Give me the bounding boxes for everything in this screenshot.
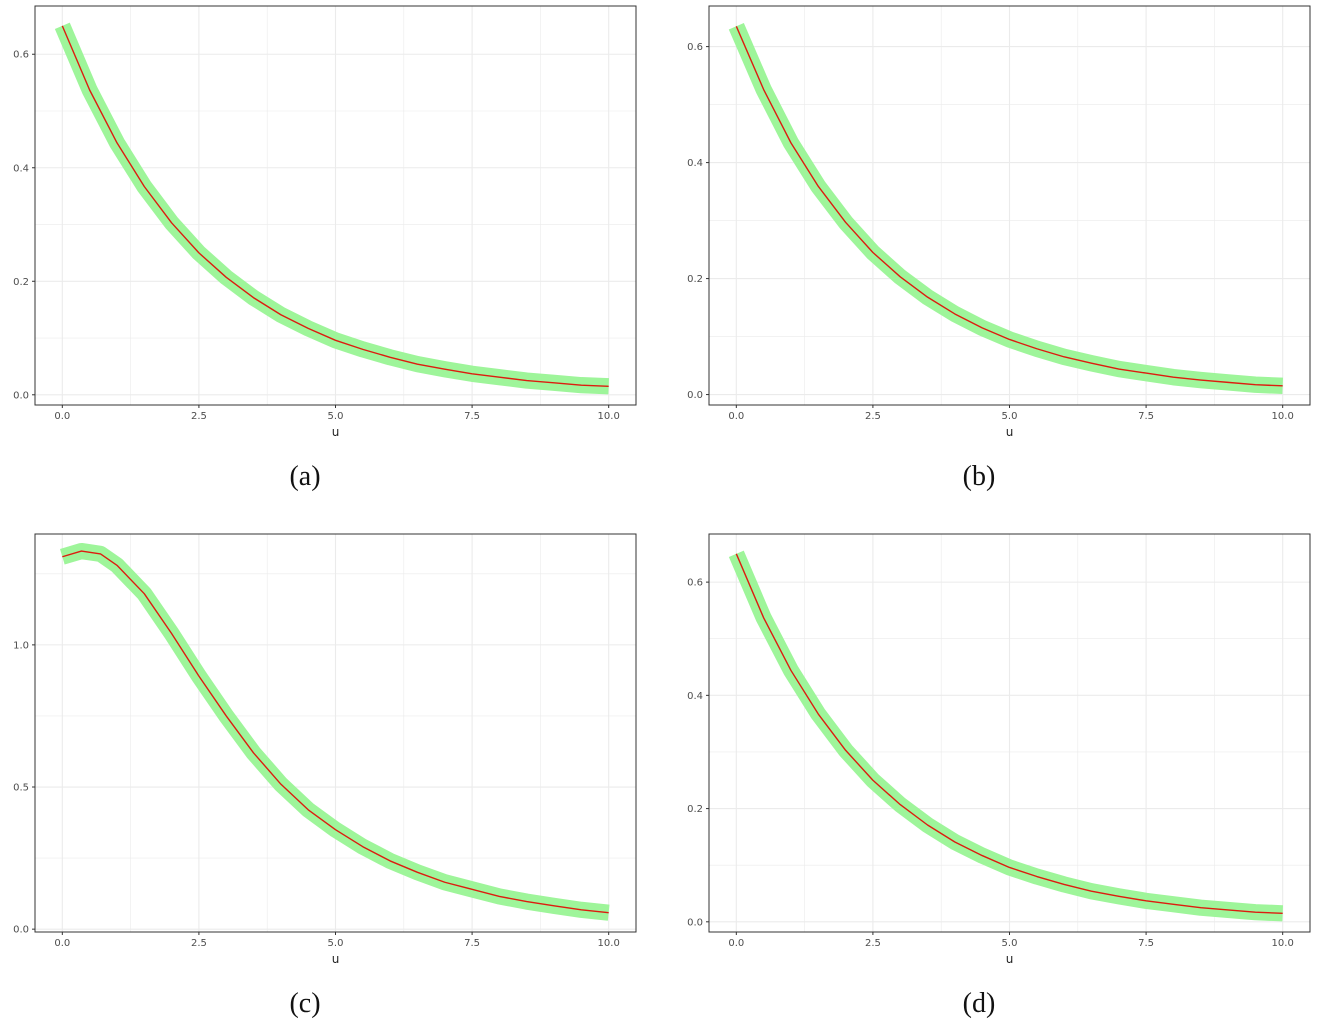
estimate-line bbox=[62, 550, 609, 914]
y-tick-label: 0.0 bbox=[687, 917, 703, 928]
x-tick-label: 10.0 bbox=[1272, 938, 1294, 949]
y-tick-label: 0.2 bbox=[687, 804, 703, 815]
x-tick-label: 7.5 bbox=[464, 411, 480, 422]
y-tick-label: 0.2 bbox=[13, 277, 29, 288]
y-tick-label: 0.4 bbox=[13, 163, 29, 174]
x-axis-title: u bbox=[332, 425, 340, 439]
x-tick-label: 10.0 bbox=[598, 938, 620, 949]
y-tick-label: 0.4 bbox=[687, 691, 703, 702]
x-tick-label: 2.5 bbox=[865, 938, 881, 949]
caption-c: (c) bbox=[289, 988, 321, 1019]
y-tick-label: 0.4 bbox=[687, 158, 703, 169]
chart-c-svg: 0.0 2.5 5.0 7.5 10.0 0.0 0.5 1.0 u bbox=[13, 533, 637, 966]
x-tick-label: 7.5 bbox=[1138, 938, 1154, 949]
x-tick-label: 2.5 bbox=[191, 938, 207, 949]
x-tick-label: 5.0 bbox=[328, 411, 344, 422]
x-tick-label: 0.0 bbox=[54, 411, 70, 422]
x-tick-label: 7.5 bbox=[464, 938, 480, 949]
caption-b: (b) bbox=[962, 461, 996, 492]
y-tick-label: 0.6 bbox=[687, 578, 703, 589]
x-axis-title: u bbox=[332, 952, 340, 966]
x-tick-label: 10.0 bbox=[1272, 411, 1294, 422]
y-tick-label: 0.5 bbox=[13, 783, 29, 794]
y-tick-label: 0.0 bbox=[13, 925, 29, 936]
y-tick-label: 0.2 bbox=[687, 274, 703, 285]
caption-a: (a) bbox=[289, 461, 321, 492]
x-tick-label: 5.0 bbox=[1002, 411, 1018, 422]
y-tick-label: 0.0 bbox=[13, 390, 29, 401]
x-tick-label: 5.0 bbox=[328, 938, 344, 949]
x-axis-title: u bbox=[1006, 425, 1014, 439]
x-tick-label: 0.0 bbox=[728, 938, 744, 949]
chart-a-svg: 0.0 2.5 5.0 7.5 10.0 0.0 0.2 0.4 0.6 u bbox=[13, 5, 637, 439]
chart-panel-b: 0.0 2.5 5.0 7.5 10.0 0.0 0.2 0.4 0.6 u bbox=[660, 0, 1317, 460]
estimate-line bbox=[735, 553, 1283, 915]
x-tick-label: 0.0 bbox=[54, 938, 70, 949]
x-tick-label: 0.0 bbox=[728, 411, 744, 422]
x-tick-label: 5.0 bbox=[1002, 938, 1018, 949]
estimate-line bbox=[735, 26, 1283, 387]
chart-panel-a: 0.0 2.5 5.0 7.5 10.0 0.0 0.2 0.4 0.6 u bbox=[0, 0, 650, 460]
chart-panel-d: 0.0 2.5 5.0 7.5 10.0 0.0 0.2 0.4 0.6 u bbox=[660, 525, 1317, 985]
y-tick-label: 0.0 bbox=[687, 390, 703, 401]
x-tick-label: 2.5 bbox=[191, 411, 207, 422]
y-tick-label: 0.6 bbox=[687, 42, 703, 53]
y-tick-label: 1.0 bbox=[13, 640, 29, 651]
chart-d-svg: 0.0 2.5 5.0 7.5 10.0 0.0 0.2 0.4 0.6 u bbox=[687, 533, 1311, 966]
x-axis-title: u bbox=[1006, 952, 1014, 966]
chart-panel-c: 0.0 2.5 5.0 7.5 10.0 0.0 0.5 1.0 u bbox=[0, 525, 650, 985]
y-tick-label: 0.6 bbox=[13, 50, 29, 61]
x-tick-label: 7.5 bbox=[1138, 411, 1154, 422]
x-tick-label: 2.5 bbox=[865, 411, 881, 422]
chart-b-svg: 0.0 2.5 5.0 7.5 10.0 0.0 0.2 0.4 0.6 u bbox=[687, 5, 1311, 439]
estimate-line bbox=[61, 25, 609, 387]
caption-d: (d) bbox=[962, 988, 996, 1019]
x-tick-label: 10.0 bbox=[598, 411, 620, 422]
